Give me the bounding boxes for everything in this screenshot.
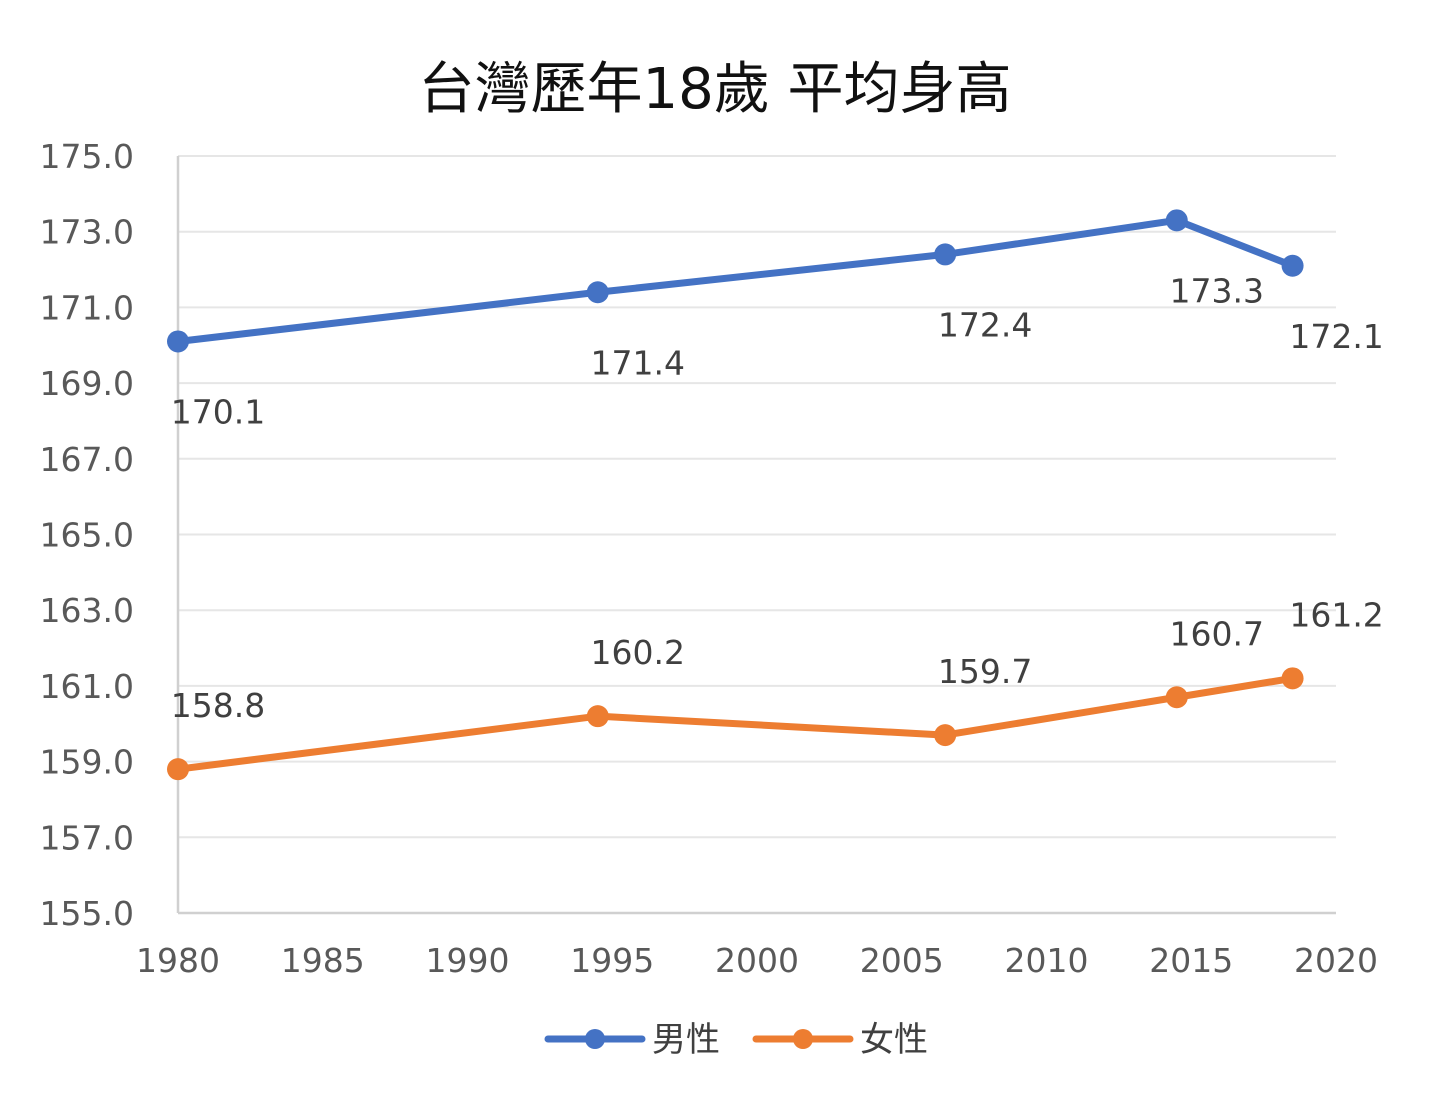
data-label: 159.7 [938, 652, 1032, 691]
data-point [586, 281, 609, 304]
series-1: 170.1 171.4 172.4 173.3 172.1 [167, 209, 1384, 431]
data-label: 171.4 [591, 343, 685, 382]
x-tick-label: 2005 [860, 941, 944, 980]
data-point [167, 758, 189, 781]
x-tick-label: 2000 [715, 941, 799, 980]
data-point [586, 705, 609, 728]
y-tick-label: 167.0 [40, 440, 134, 479]
data-label: 173.3 [1170, 271, 1264, 310]
data-point [934, 243, 957, 266]
y-axis-ticks: 175.0 173.0 171.0 169.0 167.0 165.0 163.0 161.0… [40, 137, 134, 933]
y-tick-label: 165.0 [40, 516, 134, 555]
series: 170.1 171.4 172.4 173.3 172.1 158.8 160.2 159.7… [167, 209, 1384, 781]
data-label: 172.1 [1289, 317, 1383, 356]
x-tick-label: 1980 [136, 941, 220, 980]
x-tick-label: 2015 [1149, 941, 1233, 980]
y-tick-label: 169.0 [40, 364, 134, 403]
data-point [1281, 667, 1304, 690]
y-tick-label: 175.0 [40, 137, 134, 176]
data-point [1281, 254, 1304, 277]
gridlines [178, 155, 1336, 839]
y-tick-label: 163.0 [40, 591, 134, 630]
legend-swatch-marker [793, 1029, 813, 1049]
series-2: 158.8 160.2 159.7 160.7 161.2 [167, 595, 1384, 781]
legend-item-2: 女性 [752, 1020, 928, 1060]
x-axis-ticks: 1980 1985 1990 1995 2000 2005 2010 2015 2020 [136, 941, 1378, 980]
x-tick-label: 2020 [1294, 941, 1378, 980]
x-tick-label: 2010 [1005, 941, 1089, 980]
data-point [1165, 686, 1188, 709]
series-line [174, 216, 1297, 345]
x-tick-label: 1995 [570, 941, 654, 980]
x-tick-label: 1990 [426, 941, 510, 980]
y-tick-label: 173.0 [40, 213, 134, 252]
data-label: 158.8 [171, 686, 265, 725]
axes [176, 156, 1336, 915]
data-point [1165, 209, 1188, 232]
data-label: 172.4 [938, 305, 1032, 344]
y-tick-label: 155.0 [40, 894, 134, 933]
data-point [934, 724, 957, 747]
data-point [167, 330, 189, 353]
y-tick-label: 159.0 [40, 743, 134, 782]
data-label: 161.2 [1289, 595, 1383, 634]
series-line [174, 674, 1297, 773]
y-tick-label: 171.0 [40, 288, 134, 327]
legend-item-1: 男性 [544, 1020, 720, 1060]
data-label: 170.1 [171, 392, 265, 431]
x-tick-label: 1985 [281, 941, 365, 980]
chart-title: 台灣歷年18歲 平均身高 [418, 57, 1011, 122]
legend-label: 男性 [652, 1020, 720, 1060]
y-tick-label: 161.0 [40, 667, 134, 706]
data-label: 160.7 [1170, 614, 1264, 653]
legend-swatch-marker [585, 1029, 605, 1049]
legend: 男性 女性 [544, 1020, 928, 1060]
data-label: 160.2 [591, 633, 685, 672]
y-tick-label: 157.0 [40, 818, 134, 857]
legend-label: 女性 [860, 1020, 928, 1060]
